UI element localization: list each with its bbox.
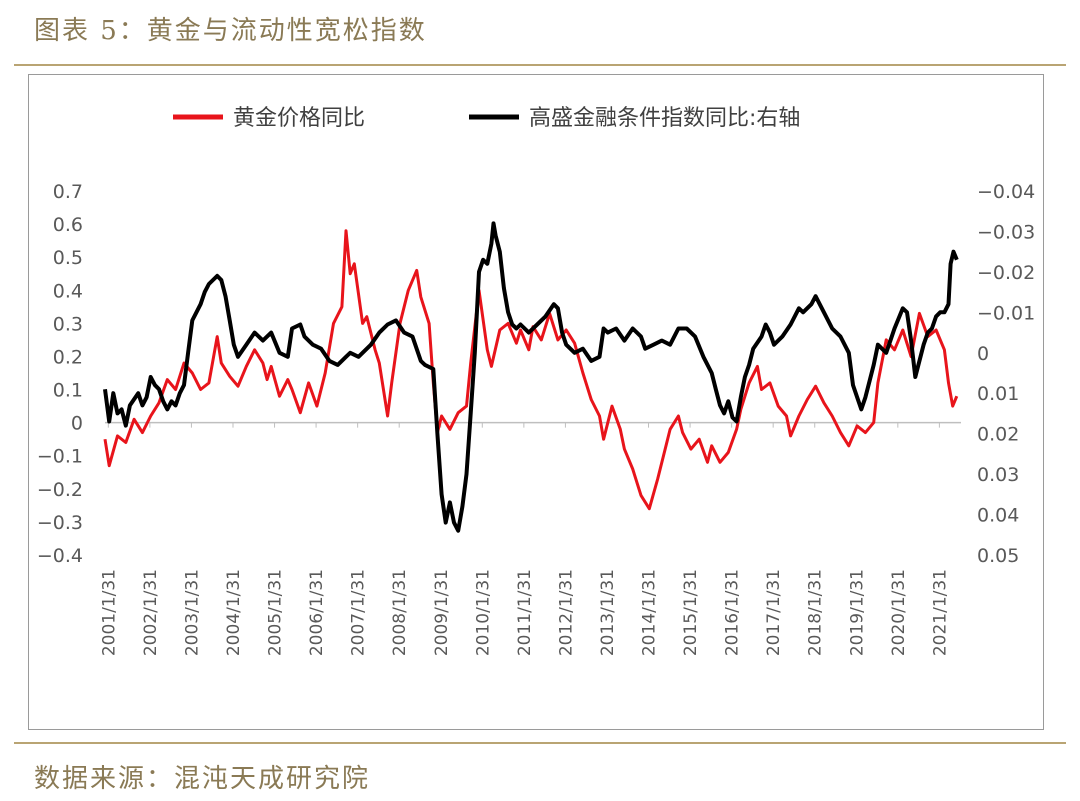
chart-frame: 黄金价格同比 高盛金融条件指数同比:右轴 0.7 0.6 0.5 0.4 0.3 0.2 0… [28,74,1044,730]
x-tick-label: 2017/1/31 [764,569,784,656]
right-axis-tick-labels: −0.04 −0.03 −0.02 −0.01 0 0.01 0.02 0.03 0.04 0.0… [977,181,1035,567]
left-axis-tick-labels: 0.7 0.6 0.5 0.4 0.3 0.2 0.1 0 −0.1 −0.2 −0.3 −0.4 [37,181,83,567]
x-axis-ticks [107,422,940,428]
x-tick-label: 2018/1/31 [806,569,826,656]
right-tick-label: −0.03 [977,221,1035,243]
x-tick-label: 2019/1/31 [847,569,867,656]
bottom-rule [14,742,1066,744]
x-tick-label: 2016/1/31 [723,569,743,656]
x-tick-label: 2020/1/31 [889,569,909,656]
x-tick-label: 2009/1/31 [432,569,452,656]
x-tick-label: 2005/1/31 [266,569,286,656]
legend-label-gold: 黄金价格同比 [233,106,365,131]
x-tick-label: 2013/1/31 [598,569,618,656]
left-tick-label: −0.4 [37,545,83,567]
x-tick-label: 2003/1/31 [182,569,202,656]
right-tick-label: −0.01 [977,302,1035,324]
left-tick-label: 0.3 [53,313,83,335]
x-axis-tick-labels: 2001/1/31 2002/1/31 2003/1/31 2004/1/31 2005… [99,569,950,656]
top-rule [14,64,1066,66]
legend: 黄金价格同比 高盛金融条件指数同比:右轴 [173,106,800,131]
x-tick-label: 2001/1/31 [99,569,119,656]
right-tick-label: −0.02 [977,262,1035,284]
left-tick-label: 0.7 [53,181,83,203]
right-tick-label: 0.04 [977,505,1019,527]
x-tick-label: 2008/1/31 [390,569,410,656]
right-tick-label: 0.02 [977,424,1019,446]
x-tick-label: 2010/1/31 [473,569,493,656]
figure-title: 图表 5：黄金与流动性宽松指数 [34,16,427,46]
x-tick-label: 2021/1/31 [930,569,950,656]
left-tick-label: −0.3 [37,512,83,534]
left-tick-label: 0 [71,413,83,435]
left-tick-label: 0.6 [53,214,83,236]
series-line-gold [103,229,959,511]
figure-source: 数据来源：混沌天成研究院 [34,764,371,794]
chart-canvas: 黄金价格同比 高盛金融条件指数同比:右轴 0.70.60.50.40.30.20… [37,106,1035,656]
legend-label-liquidity: 高盛金融条件指数同比:右轴 [529,106,800,131]
right-tick-label: 0.05 [977,545,1019,567]
left-tick-label: 0.2 [53,346,83,368]
right-tick-label: 0.01 [977,383,1019,405]
x-tick-label: 2012/1/31 [556,569,576,656]
x-tick-label: 2007/1/31 [349,569,369,656]
x-tick-label: 2002/1/31 [141,569,161,656]
right-tick-label: 0 [977,343,989,365]
x-tick-label: 2004/1/31 [224,569,244,656]
left-tick-label: 0.4 [53,280,83,302]
left-tick-label: 0.5 [53,247,83,269]
x-tick-label: 2006/1/31 [307,569,327,656]
x-tick-label: 2015/1/31 [681,569,701,656]
left-tick-label: −0.2 [37,479,83,501]
x-tick-label: 2011/1/31 [515,569,535,656]
left-tick-label: −0.1 [37,446,83,468]
series-line-liquidity [103,221,959,533]
right-tick-label: −0.04 [977,181,1035,203]
x-tick-label: 2014/1/31 [640,569,660,656]
left-tick-label: 0.1 [53,380,83,402]
right-tick-label: 0.03 [977,464,1019,486]
